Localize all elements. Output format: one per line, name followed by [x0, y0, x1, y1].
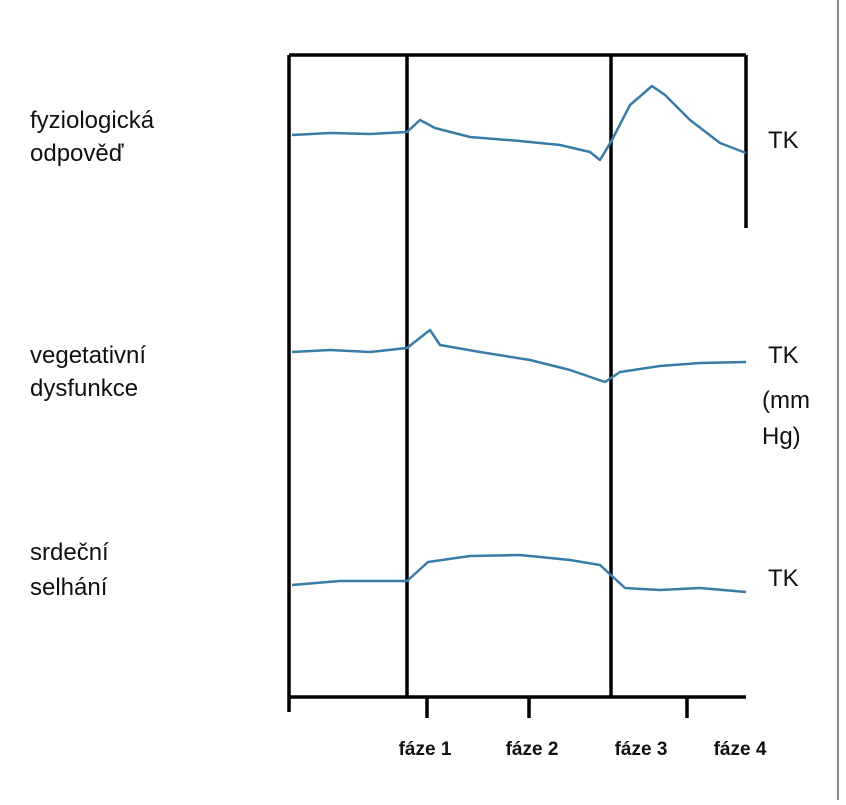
phase-label: fáze 2: [506, 739, 559, 760]
unit-note: Hg): [762, 423, 801, 450]
phase-label: fáze 3: [615, 739, 668, 760]
row-label: odpověď: [30, 140, 124, 167]
curve: [291, 84, 747, 162]
curve: [291, 553, 747, 594]
unit-label: TK: [768, 127, 799, 154]
row-label: fyziologická: [30, 107, 155, 134]
row-label: selhání: [30, 574, 108, 601]
curve: [291, 328, 747, 384]
row-label: vegetativní: [30, 342, 146, 369]
row-label: srdeční: [30, 539, 109, 566]
frame: [287, 53, 748, 718]
phase-label: fáze 1: [399, 739, 452, 760]
unit-note: (mm: [762, 387, 810, 414]
row-label: dysfunkce: [30, 375, 138, 402]
unit-label: TK: [768, 565, 799, 592]
phase-label: fáze 4: [714, 739, 767, 760]
unit-label: TK: [768, 342, 799, 369]
